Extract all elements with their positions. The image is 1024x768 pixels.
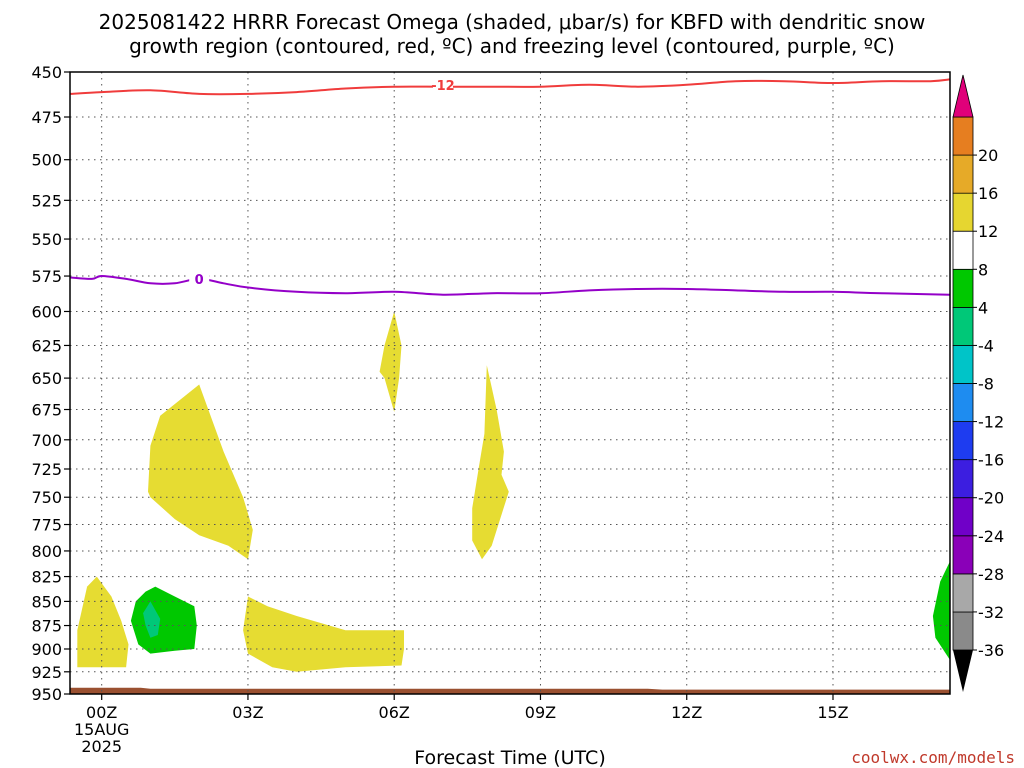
y-tick-label: 800 xyxy=(31,542,62,561)
contour-line-0 xyxy=(69,274,951,296)
colorbar-swatch xyxy=(952,230,974,270)
colorbar-label: -4 xyxy=(978,336,994,355)
colorbar-min-arrow xyxy=(953,650,973,692)
colorbar-label: 20 xyxy=(978,146,998,165)
y-tick-label: 725 xyxy=(31,460,62,479)
colorbar-swatch xyxy=(952,611,974,651)
contour-label-bg xyxy=(432,76,453,93)
omega-region-3 xyxy=(379,311,402,412)
chart-title-line-1: 2025081422 HRRR Forecast Omega (shaded, … xyxy=(99,10,926,34)
y-tick-label: 875 xyxy=(31,617,62,636)
colorbar: -36 -32 -28 -24 -20 -16 -12 -8 -4 4 8 12 16 20 xyxy=(952,74,1004,692)
contour-label-bg xyxy=(189,270,210,287)
colorbar-swatch xyxy=(952,268,974,308)
colorbar-swatch xyxy=(952,154,974,194)
colorbar-swatch xyxy=(952,116,974,156)
x-tick-label: 00Z xyxy=(86,703,117,722)
y-tick-label: 500 xyxy=(31,151,62,170)
colorbar-swatch xyxy=(952,459,974,499)
colorbar-label: 8 xyxy=(978,260,988,279)
colorbar-label: -8 xyxy=(978,375,994,394)
x-tick-date: 15AUG xyxy=(74,720,129,739)
colorbar-swatch xyxy=(952,421,974,461)
colorbar-swatch xyxy=(952,192,974,232)
colorbar-label: -36 xyxy=(978,641,1004,660)
colorbar-label: 12 xyxy=(978,222,998,241)
y-tick-label: 700 xyxy=(31,431,62,450)
colorbar-label: -28 xyxy=(978,565,1004,584)
chart-title-line-2: growth region (contoured, red, ºC) and f… xyxy=(129,34,895,58)
y-tick-label: 575 xyxy=(31,267,62,286)
x-tick-label: 09Z xyxy=(525,703,556,722)
contour-line--12 xyxy=(69,78,951,96)
y-tick-label: 925 xyxy=(31,663,62,682)
y-tick-label: 675 xyxy=(31,401,62,420)
omega-shaded-regions xyxy=(77,311,950,672)
x-tick-label: 12Z xyxy=(671,703,702,722)
x-tick-label: 03Z xyxy=(232,703,263,722)
credit-text: coolwx.com/models xyxy=(851,748,1015,767)
colorbar-label: -20 xyxy=(978,489,1004,508)
colorbar-label: 4 xyxy=(978,298,988,317)
y-tick-label: 475 xyxy=(31,108,62,127)
x-tick-label: 15Z xyxy=(817,703,848,722)
y-tick-label: 650 xyxy=(31,369,62,388)
y-tick-label: 450 xyxy=(31,63,62,82)
colorbar-swatch xyxy=(952,497,974,537)
y-tick-label: 525 xyxy=(31,191,62,210)
omega-region-7 xyxy=(143,601,161,638)
colorbar-label: -24 xyxy=(978,527,1004,546)
colorbar-label: 16 xyxy=(978,184,998,203)
y-tick-label: 775 xyxy=(31,516,62,535)
gridlines xyxy=(70,72,950,694)
x-tick-year: 2025 xyxy=(81,737,122,756)
y-tick-label: 850 xyxy=(31,592,62,611)
y-tick-label: 900 xyxy=(31,640,62,659)
colorbar-label: -12 xyxy=(978,413,1004,432)
colorbar-swatch xyxy=(952,535,974,575)
y-tick-label: 825 xyxy=(31,568,62,587)
omega-region-1 xyxy=(77,576,129,668)
y-tick-label: 550 xyxy=(31,230,62,249)
omega-region-8 xyxy=(932,561,950,660)
omega-region-2 xyxy=(148,384,253,560)
colorbar-swatch xyxy=(952,573,974,613)
contour-lines: -12 0 xyxy=(69,76,951,296)
x-axis-label: Forecast Time (UTC) xyxy=(414,747,605,768)
x-tick-label: 06Z xyxy=(379,703,410,722)
terrain-layer xyxy=(70,687,950,694)
pressure-axis: 450 475 500 525 550 575 600 625 650 675 700 725 750 7… xyxy=(31,63,70,704)
omega-region-6 xyxy=(130,586,197,654)
contour-label--12: -12 xyxy=(431,79,455,94)
colorbar-swatch xyxy=(952,383,974,422)
y-tick-label: 950 xyxy=(31,685,62,704)
contour-label-0: 0 xyxy=(195,273,204,288)
plot-frame xyxy=(69,71,951,695)
terrain-fill xyxy=(70,687,950,694)
colorbar-swatch xyxy=(952,306,974,346)
y-tick-label: 750 xyxy=(31,488,62,507)
colorbar-max-arrow xyxy=(952,74,974,118)
omega-region-4 xyxy=(472,365,509,560)
y-tick-label: 625 xyxy=(31,336,62,355)
colorbar-label: -16 xyxy=(978,451,1004,470)
colorbar-swatch xyxy=(952,344,974,384)
omega-region-5 xyxy=(243,596,404,672)
colorbar-label: -32 xyxy=(978,603,1004,622)
y-tick-label: 600 xyxy=(31,302,62,321)
